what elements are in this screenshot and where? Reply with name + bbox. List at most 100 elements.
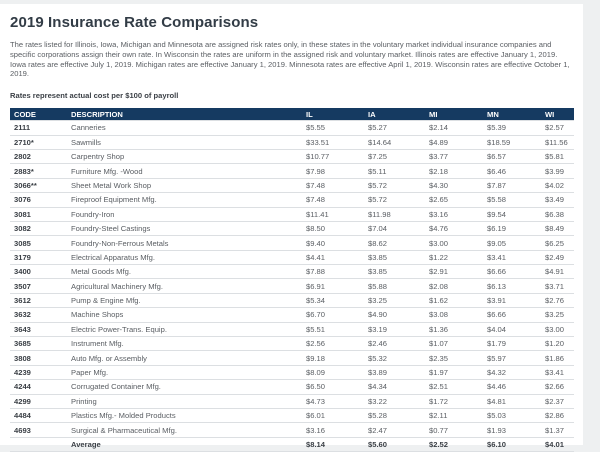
rate-cell: $2.51	[425, 379, 483, 395]
code-cell: 3685	[10, 336, 67, 352]
table-header: CODE DESCRIPTION IL IA MI MN WI	[10, 108, 574, 121]
rate-cell: $3.08	[425, 307, 483, 323]
code-cell: 2111	[10, 120, 67, 136]
code-cell: 2802	[10, 149, 67, 165]
rate-cell: $4.76	[425, 221, 483, 237]
rate-cell: $1.62	[425, 293, 483, 309]
code-cell: 2883*	[10, 163, 67, 179]
code-cell: 3632	[10, 307, 67, 323]
description-cell: Canneries	[67, 120, 302, 136]
rate-cell: $8.62	[364, 235, 425, 251]
table-row: 3066** Sheet Metal Work Shop $7.48 $5.72 $4.…	[10, 178, 574, 194]
rate-cell: $4.34	[364, 379, 425, 395]
description-cell: Foundry-Steel Castings	[67, 221, 302, 237]
description-cell: Fireproof Equipment Mfg.	[67, 192, 302, 208]
table-row: 3685 Instrument Mfg. $2.56 $2.46 $1.07 $1.79 $…	[10, 336, 574, 352]
code-cell: 3400	[10, 264, 67, 280]
table-row: 2710* Sawmills $33.51 $14.64 $4.89 $18.59 $11.…	[10, 135, 574, 150]
rate-cell: $11.98	[364, 207, 425, 222]
table-row: 4484 Plastics Mfg.- Molded Products $6.01 $…	[10, 408, 574, 424]
rate-cell: $1.72	[425, 394, 483, 410]
code-cell: 4244	[10, 379, 67, 395]
rate-cell: $5.51	[302, 322, 364, 338]
rate-cell: $2.14	[425, 120, 483, 136]
table-row: 2111 Canneries $5.55 $5.27 $2.14 $5.39 $2.57	[10, 120, 574, 136]
code-cell: 2710*	[10, 135, 67, 150]
rate-cell: $6.66	[483, 264, 541, 280]
rate-cell: $5.88	[364, 278, 425, 294]
content-page: 2019 Insurance Rate Comparisons The rate…	[0, 4, 583, 452]
rate-cell: $2.56	[302, 336, 364, 352]
table-row: 3076 Fireproof Equipment Mfg. $7.48 $5.72 $2…	[10, 192, 574, 208]
rate-cell: $11.56	[541, 135, 574, 150]
code-cell: 3085	[10, 235, 67, 251]
rate-cell: $3.89	[364, 365, 425, 381]
rate-cell: $3.49	[541, 192, 574, 208]
rate-cell: $5.11	[364, 163, 425, 179]
code-cell: 3076	[10, 192, 67, 208]
rate-cell: $3.77	[425, 149, 483, 165]
rate-cell: $7.87	[483, 178, 541, 194]
description-cell: Electric Power-Trans. Equip.	[67, 322, 302, 338]
rate-cell: $2.18	[425, 163, 483, 179]
rate-cell: $2.76	[541, 293, 574, 309]
rate-cell: $6.19	[483, 221, 541, 237]
rate-cell: $4.41	[302, 250, 364, 266]
column-header-code: CODE	[10, 108, 67, 121]
rate-cell: $6.50	[302, 379, 364, 395]
page-title: 2019 Insurance Rate Comparisons	[10, 14, 259, 31]
rate-cell: $2.46	[364, 336, 425, 352]
rate-cell: $1.36	[425, 322, 483, 338]
table-row: 3081 Foundry-Iron $11.41 $11.98 $3.16 $9.54 $6…	[10, 207, 574, 222]
rate-cell: $5.34	[302, 293, 364, 309]
description-cell: Sawmills	[67, 135, 302, 150]
table-row: 3507 Agricultural Machinery Mfg. $6.91 $5.8…	[10, 278, 574, 294]
rate-cell: $9.18	[302, 350, 364, 366]
rate-cell: $33.51	[302, 135, 364, 150]
rate-cell: $5.32	[364, 350, 425, 366]
rate-cell: $1.37	[541, 422, 574, 438]
rate-cell: $4.81	[483, 394, 541, 410]
rate-cell: $4.73	[302, 394, 364, 410]
rate-cell: $2.66	[541, 379, 574, 395]
rate-cell: $4.89	[425, 135, 483, 150]
rate-cell: $5.28	[364, 408, 425, 424]
description-cell: Electrical Apparatus Mfg.	[67, 250, 302, 266]
rate-cell: $3.16	[302, 422, 364, 438]
rate-cell: $5.55	[302, 120, 364, 136]
code-cell: 3081	[10, 207, 67, 222]
rate-cell: $11.41	[302, 207, 364, 222]
code-cell: 3066**	[10, 178, 67, 194]
description-cell: Auto Mfg. or Assembly	[67, 350, 302, 366]
rate-cell: $4.90	[364, 307, 425, 323]
table-row: 3082 Foundry-Steel Castings $8.50 $7.04 $4.7…	[10, 221, 574, 237]
rate-cell: $5.72	[364, 192, 425, 208]
description-cell: Agricultural Machinery Mfg.	[67, 278, 302, 294]
rate-cell: $1.07	[425, 336, 483, 352]
description-cell: Paper Mfg.	[67, 365, 302, 381]
rate-cell: $6.46	[483, 163, 541, 179]
rate-cell: $8.50	[302, 221, 364, 237]
description-cell: Pump & Engine Mfg.	[67, 293, 302, 309]
table-row: 3085 Foundry-Non-Ferrous Metals $9.40 $8.62…	[10, 235, 574, 251]
rate-cell: $1.93	[483, 422, 541, 438]
rate-cell: $6.91	[302, 278, 364, 294]
rate-cell: $3.71	[541, 278, 574, 294]
rate-cell: $4.30	[425, 178, 483, 194]
rate-cell: $1.86	[541, 350, 574, 366]
description-cell: Foundry-Iron	[67, 207, 302, 222]
rate-cell: $5.03	[483, 408, 541, 424]
code-cell: 4484	[10, 408, 67, 424]
rate-cell: $6.25	[541, 235, 574, 251]
rate-cell: $8.09	[302, 365, 364, 381]
rate-cell: $1.79	[483, 336, 541, 352]
rate-cell: $4.02	[541, 178, 574, 194]
column-header-mn: MN	[483, 108, 541, 121]
rate-cell: $5.39	[483, 120, 541, 136]
rate-cell: $3.25	[364, 293, 425, 309]
rate-cell: $9.54	[483, 207, 541, 222]
rate-cell: $1.20	[541, 336, 574, 352]
rate-cell: $3.00	[425, 235, 483, 251]
table-row: 3632 Machine Shops $6.70 $4.90 $3.08 $6.66 $3.…	[10, 307, 574, 323]
rate-cell: $4.32	[483, 365, 541, 381]
